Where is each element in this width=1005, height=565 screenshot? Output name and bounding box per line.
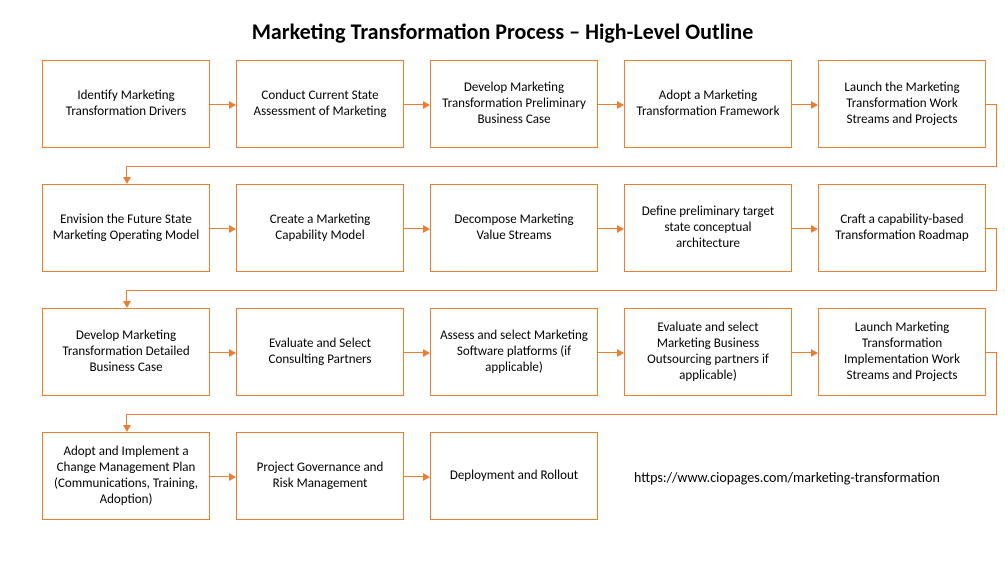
flow-arrow — [210, 104, 235, 105]
flow-arrow — [598, 104, 623, 105]
flow-node: Evaluate and select Marketing Business O… — [624, 308, 792, 396]
flow-node: Craft a capability-based Transformation … — [818, 184, 986, 272]
flow-node: Create a Marketing Capability Model — [236, 184, 404, 272]
flow-arrow — [792, 228, 817, 229]
flow-arrow — [404, 352, 429, 353]
flow-node: Project Governance and Risk Management — [236, 432, 404, 520]
flow-arrow — [210, 352, 235, 353]
flow-arrowhead — [123, 425, 131, 432]
flow-arrow — [792, 104, 817, 105]
flow-connector — [986, 228, 996, 229]
flow-arrow — [404, 228, 429, 229]
flow-node: Define preliminary target state conceptu… — [624, 184, 792, 272]
flow-arrow — [598, 228, 623, 229]
flow-node: Launch the Marketing Transformation Work… — [818, 60, 986, 148]
flow-connector — [126, 414, 997, 415]
flow-connector — [986, 104, 996, 105]
flow-arrowhead — [123, 301, 131, 308]
flow-connector — [126, 290, 997, 291]
flow-connector — [996, 104, 997, 166]
flow-node: Deployment and Rollout — [430, 432, 598, 520]
flow-arrow — [404, 476, 429, 477]
flow-arrow — [210, 476, 235, 477]
flow-connector — [986, 352, 996, 353]
flow-node: Conduct Current State Assessment of Mark… — [236, 60, 404, 148]
flow-node: Envision the Future State Marketing Oper… — [42, 184, 210, 272]
flow-node: Evaluate and Select Consulting Partners — [236, 308, 404, 396]
flow-node: Launch Marketing Transformation Implemen… — [818, 308, 986, 396]
flow-node: Develop Marketing Transformation Detaile… — [42, 308, 210, 396]
flow-node: Develop Marketing Transformation Prelimi… — [430, 60, 598, 148]
flow-arrow — [792, 352, 817, 353]
source-url: https://www.ciopages.com/marketing-trans… — [634, 469, 940, 486]
flow-node: Identify Marketing Transformation Driver… — [42, 60, 210, 148]
flow-connector — [126, 166, 997, 167]
flow-node: Decompose Marketing Value Streams — [430, 184, 598, 272]
flow-connector — [996, 352, 997, 414]
flow-node: Assess and select Marketing Software pla… — [430, 308, 598, 396]
flow-connector — [996, 228, 997, 290]
flow-node: Adopt and Implement a Change Management … — [42, 432, 210, 520]
flow-node: Adopt a Marketing Transformation Framewo… — [624, 60, 792, 148]
flow-arrow — [210, 228, 235, 229]
flow-arrowhead — [123, 177, 131, 184]
flow-arrow — [404, 104, 429, 105]
diagram-title: Marketing Transformation Process – High-… — [0, 18, 1005, 45]
flow-arrow — [598, 352, 623, 353]
